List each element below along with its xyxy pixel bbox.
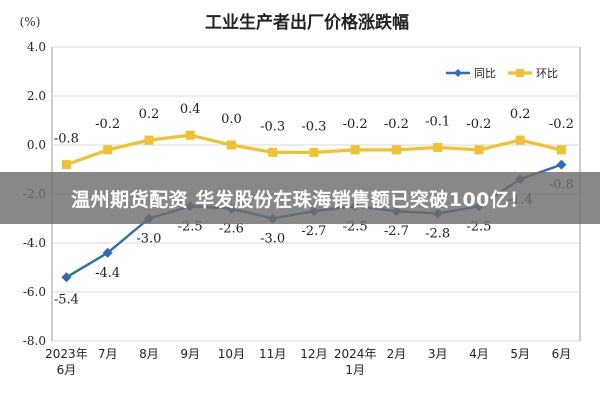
x-tick-label: 7月: [98, 347, 118, 361]
data-label: -2.6: [219, 222, 244, 237]
data-label: -0.2: [95, 117, 120, 132]
y-tick-label: 0.0: [27, 138, 46, 152]
data-label: -0.3: [301, 119, 326, 134]
data-label: -3.0: [260, 232, 285, 247]
x-tick-label: 5月: [510, 347, 530, 361]
data-label: -0.8: [54, 132, 79, 147]
data-label: -0.2: [549, 117, 574, 132]
x-tick-label: 2024年: [334, 347, 377, 361]
series-marker: [474, 145, 484, 155]
series-marker: [433, 142, 443, 152]
y-tick-label: 4.0: [27, 40, 46, 54]
series-marker: [144, 135, 154, 145]
x-tick-label: 9月: [180, 347, 200, 361]
x-tick-label: 11月: [259, 347, 286, 361]
data-label: -0.1: [425, 114, 450, 129]
data-label: -0.2: [466, 117, 491, 132]
y-tick-label: -8.0: [23, 334, 46, 348]
series-marker: [268, 147, 278, 157]
x-tick-label: 12月: [300, 347, 327, 361]
series-marker: [61, 272, 72, 283]
data-label: -5.4: [54, 292, 79, 307]
data-label: -2.7: [301, 224, 326, 239]
series-marker: [102, 247, 113, 258]
legend-swatch-marker: [516, 69, 524, 77]
y-tick-label: -6.0: [23, 285, 46, 299]
legend-label: 环比: [536, 67, 558, 80]
x-tick-label: 3月: [428, 347, 448, 361]
series-marker: [556, 159, 567, 170]
data-label: -3.0: [136, 232, 161, 247]
series-marker: [309, 147, 319, 157]
overlay-banner-text: 温州期货配资 华发股份在珠海销售额已突破100亿！: [71, 188, 529, 211]
x-tick-label: 6月: [57, 363, 77, 377]
data-label: 0.2: [139, 107, 160, 122]
data-label: -0.2: [384, 117, 409, 132]
data-label: 0.4: [180, 102, 201, 117]
y-unit-label: (%): [20, 15, 41, 29]
data-label: -0.2: [343, 117, 368, 132]
data-label: -4.4: [95, 266, 120, 281]
y-tick-label: -4.0: [23, 236, 46, 250]
x-tick-label: 10月: [218, 347, 245, 361]
x-tick-label: 1月: [345, 363, 365, 377]
series-marker: [226, 140, 236, 150]
x-tick-label: 6月: [552, 347, 572, 361]
y-tick-label: 2.0: [27, 89, 46, 103]
series-marker: [185, 130, 195, 140]
data-label: -0.3: [260, 119, 285, 134]
data-label: 0.0: [221, 112, 242, 127]
x-tick-label: 2月: [387, 347, 407, 361]
legend-swatch-marker: [454, 69, 462, 77]
legend-label: 同比: [474, 67, 496, 80]
x-tick-label: 8月: [139, 347, 159, 361]
series-marker: [61, 160, 71, 170]
data-label: 0.2: [510, 107, 531, 122]
legend: 同比 环比: [446, 67, 558, 80]
overlay-banner: 温州期货配资 华发股份在珠海销售额已突破100亿！: [0, 172, 600, 224]
x-tick-label: 2023年: [45, 347, 88, 361]
series-marker: [350, 145, 360, 155]
chart-title: 工业生产者出厂价格涨跌幅: [205, 12, 409, 33]
series-marker: [391, 145, 401, 155]
data-label: -2.8: [425, 227, 450, 242]
data-label: -2.7: [384, 224, 409, 239]
series-marker: [515, 135, 525, 145]
series-marker: [103, 145, 113, 155]
series-marker: [556, 145, 566, 155]
x-tick-label: 4月: [469, 347, 489, 361]
